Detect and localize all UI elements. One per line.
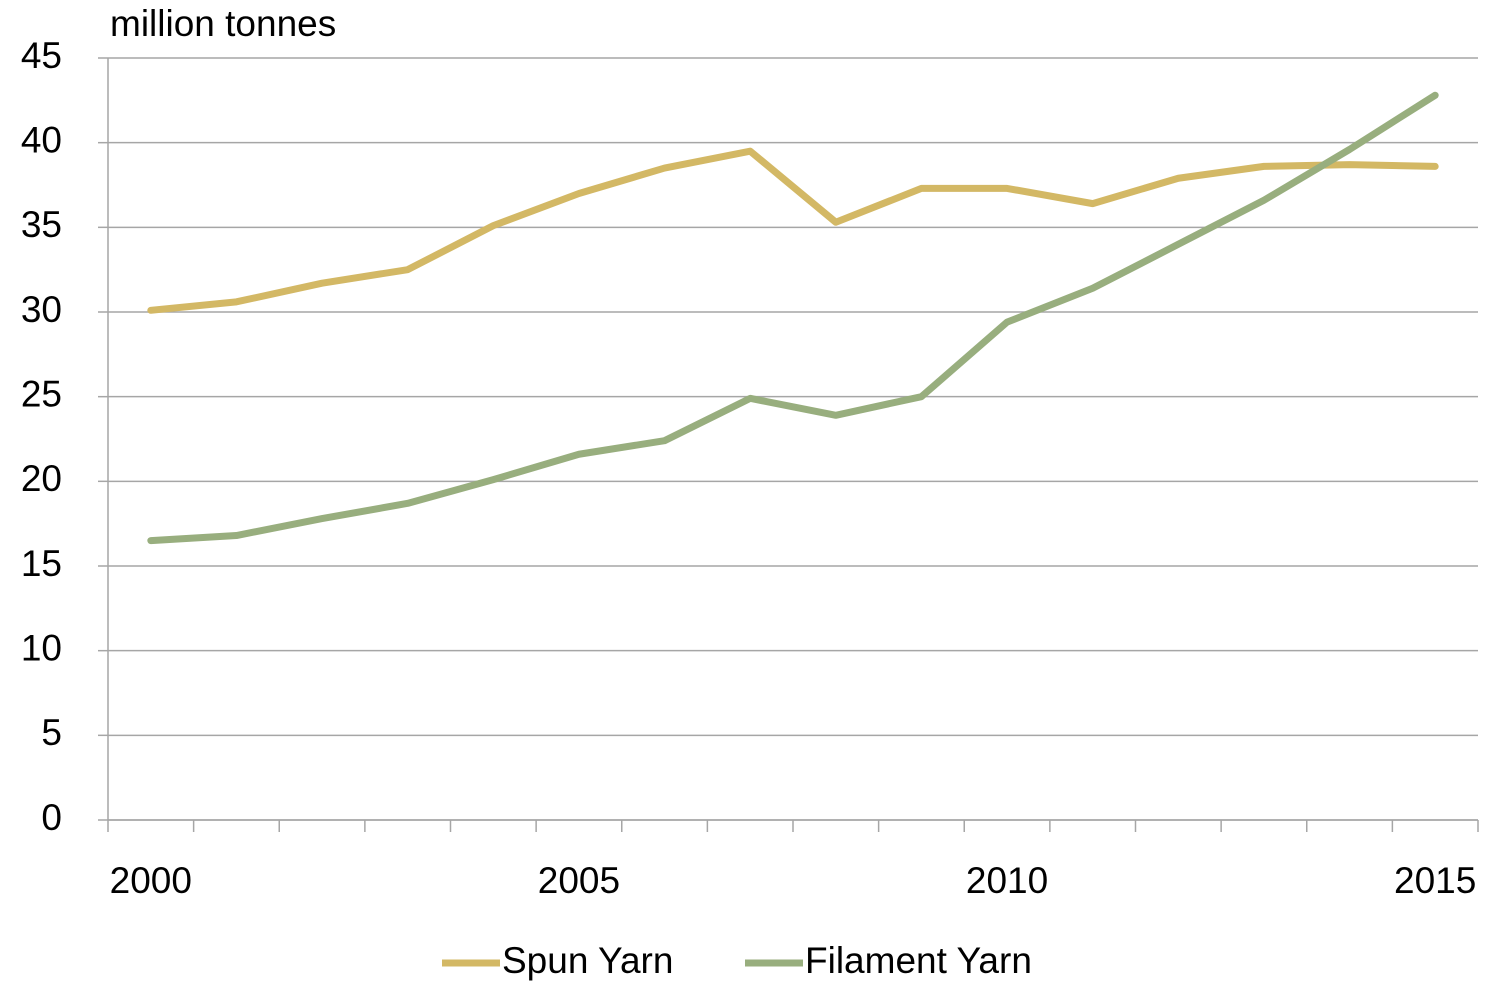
- y-tick-label: 35: [21, 204, 62, 245]
- y-tick-label: 25: [21, 373, 62, 414]
- legend-label: Spun Yarn: [502, 940, 673, 981]
- x-tick-label: 2005: [538, 860, 620, 901]
- y-tick-label: 10: [21, 627, 62, 668]
- y-tick-label: 5: [41, 712, 62, 753]
- y-tick-label: 20: [21, 458, 62, 499]
- x-tick-label: 2010: [966, 860, 1048, 901]
- y-axis-label: million tonnes: [110, 3, 336, 44]
- x-tick-label: 2000: [110, 860, 192, 901]
- y-tick-label: 40: [21, 119, 62, 160]
- legend-label: Filament Yarn: [805, 940, 1032, 981]
- y-tick-label: 15: [21, 543, 62, 584]
- y-tick-label: 45: [21, 35, 62, 76]
- y-tick-label: 30: [21, 289, 62, 330]
- y-tick-label: 0: [41, 797, 62, 838]
- series-line: [147, 91, 1439, 545]
- series-line: [147, 147, 1439, 314]
- x-tick-label: 2015: [1394, 860, 1476, 901]
